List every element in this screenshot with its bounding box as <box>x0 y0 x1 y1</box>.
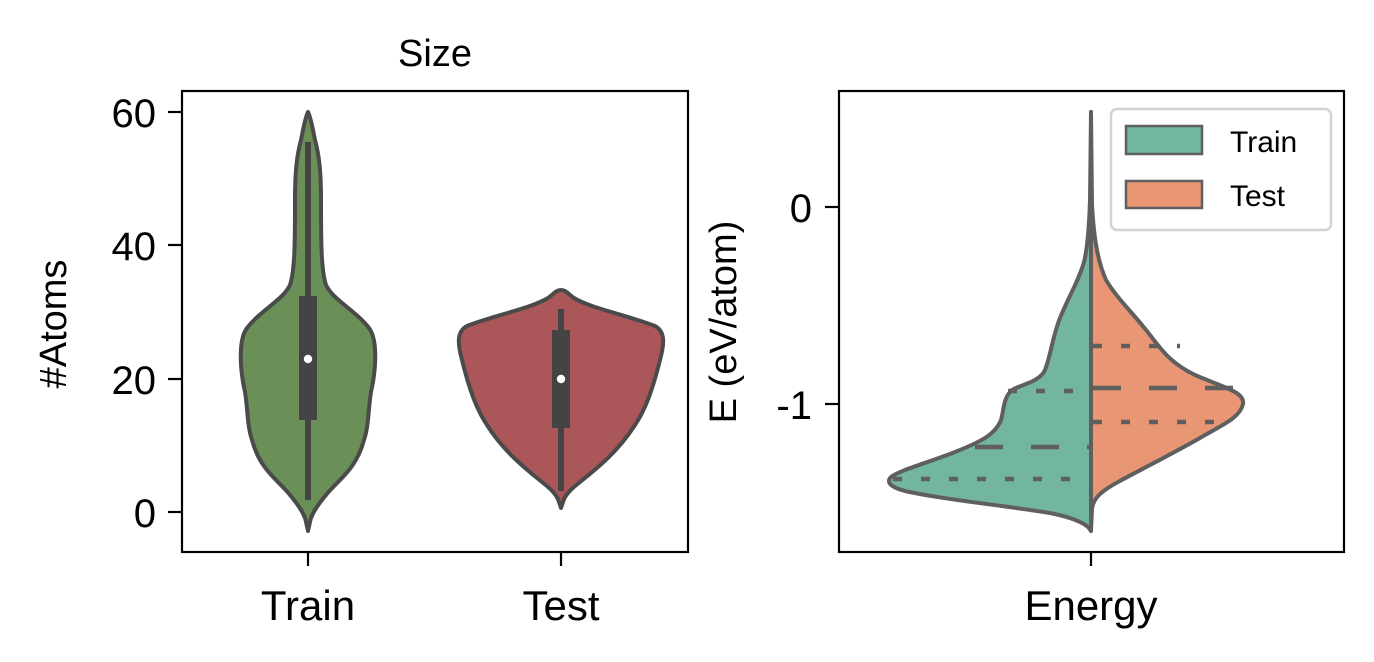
size-ytick-60: 60 <box>112 92 157 136</box>
test-size-median-dot <box>556 374 566 384</box>
energy-ytick-0: 0 <box>790 187 812 231</box>
legend-train-swatch <box>1124 124 1204 156</box>
size-y-axis <box>168 110 182 514</box>
train-energy-half-violin <box>886 110 1093 533</box>
test-energy-half-violin <box>1089 110 1246 533</box>
size-ytick-20: 20 <box>112 359 157 403</box>
legend-test-swatch <box>1124 179 1204 210</box>
energy-ylabel: E (eV/atom) <box>703 221 745 424</box>
train-size-median-dot <box>303 354 313 364</box>
size-axes-frame <box>180 89 690 554</box>
size-xtick-train: Train <box>261 582 355 629</box>
size-ylabel: #Atoms <box>33 260 75 389</box>
energy-y-axis <box>825 205 839 406</box>
energy-ytick-minus1: -1 <box>776 384 812 428</box>
size-panel: Size 60 40 20 0 Train Test #A <box>33 33 690 629</box>
legend-train-label: Train <box>1230 126 1297 159</box>
size-x-axis <box>306 552 563 566</box>
size-xtick-test: Test <box>522 582 599 629</box>
energy-legend: Train Test <box>1109 107 1333 232</box>
legend-test-label: Test <box>1230 180 1286 213</box>
size-title: Size <box>398 33 472 75</box>
size-ytick-0: 0 <box>134 492 156 536</box>
size-ytick-40: 40 <box>112 225 157 269</box>
energy-panel: Train Test 0 -1 Energy E (eV/atom) <box>703 89 1346 629</box>
energy-xtick-energy: Energy <box>1024 582 1157 629</box>
